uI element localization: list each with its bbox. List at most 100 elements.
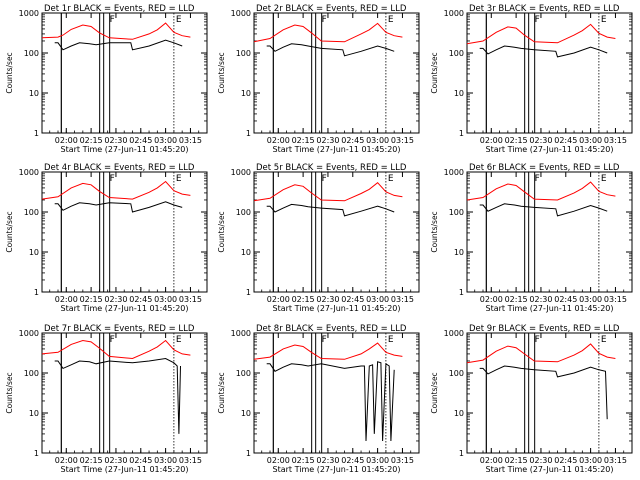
x-tick-label: 02:00 [480,456,503,465]
chart-title: Det 4r BLACK = Events, RED = LLD [44,163,195,173]
x-axis: 02:00 02:15 02:30 02:45 03:00 03:15 [261,333,420,465]
marker-label: F [110,335,115,345]
x-tick-label: 02:45 [341,456,364,465]
x-tick-label: 02:45 [341,295,364,304]
y-tick-label: 100 [236,369,251,378]
chart-title: Det 9r BLACK = Events, RED = LLD [469,324,620,334]
x-tick-label: 02:15 [80,456,103,465]
y-tick-label: 1000 [19,329,39,338]
x-tick-label: 02:00 [55,456,78,465]
marker-label: F [322,174,327,184]
y-axis-label: Counts/sec [217,52,226,93]
x-tick-label: 03:15 [179,456,202,465]
series-line-lld [41,180,191,200]
marker-label: E [176,174,182,184]
marker-label: E [601,335,607,345]
x-tick-label: 02:30 [104,456,127,465]
y-tick-label: 100 [449,49,464,58]
series-line-events [266,203,395,217]
x-tick-label: 03:15 [179,295,202,304]
y-axis: 1 10 100 1000 [231,329,419,458]
series-line-lld [253,342,403,360]
x-axis: 02:00 02:15 02:30 02:45 03:00 03:15 [474,333,633,465]
x-tick-label: 02:00 [480,136,503,145]
y-tick-label: 1 [34,129,39,138]
y-axis: 1 10 100 1000 [444,9,632,138]
series-line-lld [41,339,191,360]
x-tick-label: 02:45 [554,456,577,465]
y-axis-label: Counts/sec [217,372,226,413]
x-tick-label: 03:15 [391,136,414,145]
x-tick-label: 02:30 [104,136,127,145]
marker-label: E [601,174,607,184]
x-axis-label: Start Time (27-Jun-11 01:45:20) [486,304,614,313]
x-tick-label: 02:15 [505,456,528,465]
chart-panel-8: Det 8r BLACK = Events, RED = LLD 1 10 100 10… [217,324,420,474]
event-marker: F [524,13,540,133]
y-axis: 1 10 100 1000 [444,329,632,458]
x-tick-label: 02:15 [292,136,315,145]
x-tick-label: 03:00 [154,295,177,304]
y-tick-label: 10 [454,89,464,98]
y-tick-label: 100 [24,49,39,58]
x-tick-label: 03:00 [579,295,602,304]
series-line-events [54,39,183,51]
x-axis: 02:00 02:15 02:30 02:45 03:00 03:15 [474,13,633,145]
marker-label: F [535,335,540,345]
y-axis: 1 10 100 1000 [19,329,207,458]
chart-title: Det 3r BLACK = Events, RED = LLD [469,4,620,14]
x-axis: 02:00 02:15 02:30 02:45 03:00 03:15 [49,172,208,304]
marker-label: E [388,15,394,25]
y-tick-label: 10 [241,409,251,418]
chart-panel-4: Det 4r BLACK = Events, RED = LLD 1 10 100 10… [5,163,208,313]
x-axis-label: Start Time (27-Jun-11 01:45:20) [486,465,614,474]
series-line-events [54,357,181,434]
y-axis-label: Counts/sec [5,372,14,413]
series-line-events [54,201,183,213]
x-tick-label: 02:45 [554,295,577,304]
marker-label: F [535,174,540,184]
chart-panel-7: Det 7r BLACK = Events, RED = LLD 1 10 100 10… [5,324,208,474]
x-axis: 02:00 02:15 02:30 02:45 03:00 03:15 [49,13,208,145]
y-tick-label: 1000 [19,9,39,18]
x-axis: 02:00 02:15 02:30 02:45 03:00 03:15 [261,172,420,304]
x-tick-label: 02:15 [80,136,103,145]
y-tick-label: 1 [246,288,251,297]
y-tick-label: 1000 [444,168,464,177]
series-line-lld [466,181,616,201]
marker-label: E [176,15,182,25]
y-tick-label: 100 [236,49,251,58]
chart-title: Det 8r BLACK = Events, RED = LLD [256,324,407,334]
y-tick-label: 100 [236,208,251,217]
x-tick-label: 02:45 [129,136,152,145]
x-axis-label: Start Time (27-Jun-11 01:45:20) [273,465,401,474]
x-axis-label: Start Time (27-Jun-11 01:45:20) [486,145,614,154]
series-line-lld [253,22,403,43]
event-marker: E [598,333,607,453]
x-tick-label: 02:30 [316,136,339,145]
y-tick-label: 1000 [444,329,464,338]
x-axis: 02:00 02:15 02:30 02:45 03:00 03:15 [474,172,633,304]
x-tick-label: 03:15 [391,456,414,465]
y-axis-label: Counts/sec [430,372,439,413]
x-tick-label: 02:30 [316,456,339,465]
y-tick-label: 100 [24,369,39,378]
y-axis: 1 10 100 1000 [444,168,632,297]
y-tick-label: 1000 [231,168,251,177]
marker-label: F [110,174,115,184]
y-axis-label: Counts/sec [430,211,439,252]
series-line-lld [466,23,616,45]
x-tick-label: 03:00 [579,456,602,465]
marker-label: F [322,15,327,25]
y-axis-label: Counts/sec [5,52,14,93]
y-tick-label: 1000 [231,9,251,18]
x-tick-label: 03:15 [604,136,627,145]
y-tick-label: 10 [29,248,39,257]
x-tick-label: 02:00 [55,136,78,145]
y-axis: 1 10 100 1000 [231,168,419,297]
event-marker: E [385,13,394,133]
y-tick-label: 1000 [231,329,251,338]
event-marker: E [385,172,394,292]
x-tick-label: 02:00 [267,295,290,304]
